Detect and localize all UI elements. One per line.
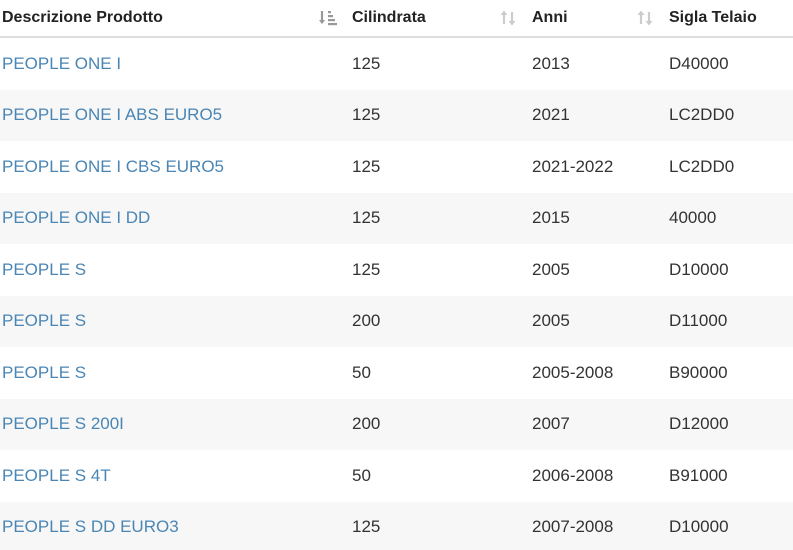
column-header-label: Anni	[532, 9, 568, 26]
table-body: PEOPLE ONE I 125 2013 D40000 PEOPLE ONE I AB…	[0, 37, 793, 550]
cell-cilindrata: 200	[352, 311, 381, 331]
product-link[interactable]: PEOPLE ONE I ABS EURO5	[2, 105, 223, 125]
product-link[interactable]: PEOPLE S DD EURO3	[2, 517, 179, 537]
cell-product: PEOPLE S	[0, 244, 346, 296]
cell-product: PEOPLE ONE I DD	[0, 193, 346, 245]
table-row: PEOPLE ONE I DD 125 2015 40000	[0, 192, 793, 245]
product-link[interactable]: PEOPLE ONE I DD	[2, 208, 151, 228]
cell-sigla-telaio: D10000	[669, 259, 729, 279]
cell-sigla-telaio: LC2DD0	[669, 105, 735, 125]
table-row: PEOPLE S 125 2005 D10000	[0, 244, 793, 296]
table-row: PEOPLE ONE I ABS EURO5 125 2021 LC2DD0	[0, 89, 793, 142]
cell-cilindrata: 125	[352, 259, 381, 279]
header-row: Descrizione Prodotto Cilindrata	[0, 0, 793, 38]
cell-product: PEOPLE S DD EURO3	[0, 502, 346, 550]
cell-anni: 2013	[532, 53, 570, 73]
table-row: PEOPLE S 200I 200 2007 D12000	[0, 398, 793, 451]
cell-anni: 2021-2022	[532, 156, 614, 176]
cell-sigla-telaio: B90000	[669, 362, 728, 382]
sort-both-icon[interactable]	[635, 8, 655, 28]
cell-cilindrata: 50	[352, 465, 371, 485]
cell-sigla-telaio: LC2DD0	[669, 156, 735, 176]
cell-product: PEOPLE S 4T	[0, 450, 346, 502]
cell-anni: 2005	[532, 311, 570, 331]
product-link[interactable]: PEOPLE ONE I CBS EURO5	[2, 156, 225, 176]
cell-anni: 2021	[532, 105, 570, 125]
cell-anni: 2005	[532, 259, 570, 279]
cell-cilindrata: 125	[352, 156, 381, 176]
sort-amount-desc-icon[interactable]	[318, 8, 338, 28]
sort-both-icon[interactable]	[498, 8, 518, 28]
column-header-label: Descrizione Prodotto	[2, 9, 163, 26]
table-row: PEOPLE S DD EURO3 125 2007-2008 D10000	[0, 501, 793, 550]
column-header-anni[interactable]: Anni	[526, 0, 663, 38]
cell-product: PEOPLE ONE I CBS EURO5	[0, 141, 346, 193]
cell-product: PEOPLE S 200I	[0, 399, 346, 451]
cell-cilindrata: 125	[352, 53, 381, 73]
cell-product: PEOPLE S	[0, 347, 346, 399]
product-link[interactable]: PEOPLE ONE I	[2, 53, 122, 73]
cell-anni: 2007	[532, 414, 570, 434]
cell-cilindrata: 125	[352, 208, 381, 228]
column-header-label: Sigla Telaio	[669, 9, 757, 26]
column-header-descrizione-prodotto[interactable]: Descrizione Prodotto	[0, 0, 346, 38]
column-header-cilindrata[interactable]: Cilindrata	[346, 0, 526, 38]
cell-product: PEOPLE ONE I	[0, 37, 346, 90]
cell-cilindrata: 125	[352, 517, 381, 537]
cell-sigla-telaio: D10000	[669, 517, 729, 537]
product-link[interactable]: PEOPLE S	[2, 259, 87, 279]
cell-sigla-telaio: D12000	[669, 414, 729, 434]
column-header-label: Cilindrata	[352, 9, 426, 26]
table-row: PEOPLE ONE I CBS EURO5 125 2021-2022 LC2DD0	[0, 141, 793, 193]
table-row: PEOPLE S 50 2005-2008 B90000	[0, 347, 793, 399]
cell-sigla-telaio: D11000	[669, 311, 728, 331]
cell-anni: 2005-2008	[532, 362, 614, 382]
cell-anni: 2007-2008	[532, 517, 614, 537]
product-link[interactable]: PEOPLE S 4T	[2, 465, 111, 485]
column-header-sigla-telaio: Sigla Telaio	[663, 0, 793, 38]
table-row: PEOPLE S 4T 50 2006-2008 B91000	[0, 450, 793, 502]
table-header: Descrizione Prodotto Cilindrata	[0, 0, 793, 38]
cell-sigla-telaio: B91000	[669, 465, 728, 485]
cell-anni: 2015	[532, 208, 570, 228]
cell-cilindrata: 50	[352, 362, 371, 382]
cell-product: PEOPLE S	[0, 296, 346, 348]
table-row: PEOPLE ONE I 125 2013 D40000	[0, 37, 793, 90]
cell-cilindrata: 200	[352, 414, 381, 434]
product-link[interactable]: PEOPLE S	[2, 311, 87, 331]
cell-sigla-telaio: D40000	[669, 53, 729, 73]
product-link[interactable]: PEOPLE S 200I	[2, 414, 124, 434]
cell-anni: 2006-2008	[532, 465, 614, 485]
cell-product: PEOPLE ONE I ABS EURO5	[0, 90, 346, 142]
product-link[interactable]: PEOPLE S	[2, 362, 87, 382]
table-row: PEOPLE S 200 2005 D11000	[0, 295, 793, 348]
cell-cilindrata: 125	[352, 105, 381, 125]
cell-sigla-telaio: 40000	[669, 208, 717, 228]
